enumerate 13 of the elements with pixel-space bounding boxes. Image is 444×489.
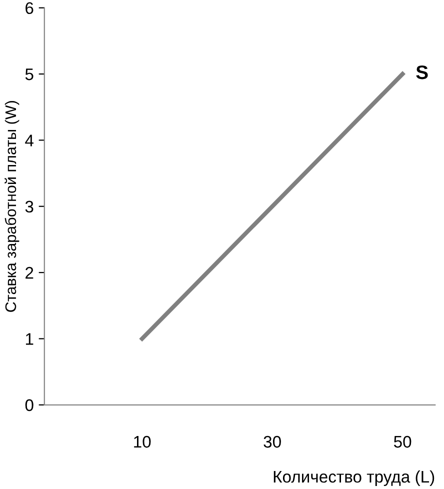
series-label: S xyxy=(416,65,428,80)
y-axis-title: Ставка заработной платы (W) xyxy=(4,101,20,312)
y-tick-label: 5 xyxy=(25,68,34,80)
y-tick-label: 0 xyxy=(25,399,34,412)
y-tick-label: 4 xyxy=(25,134,34,146)
y-tick-label: 1 xyxy=(26,333,34,345)
x-tick-label: 30 xyxy=(264,436,281,448)
y-tick-label: 3 xyxy=(25,200,34,213)
y-tick-label: 6 xyxy=(26,2,34,14)
y-tick-label: 2 xyxy=(26,266,34,279)
x-axis-title: Количество труда (L) xyxy=(274,470,434,486)
x-tick-label: 50 xyxy=(394,436,412,448)
x-tick-label: 10 xyxy=(134,436,151,448)
